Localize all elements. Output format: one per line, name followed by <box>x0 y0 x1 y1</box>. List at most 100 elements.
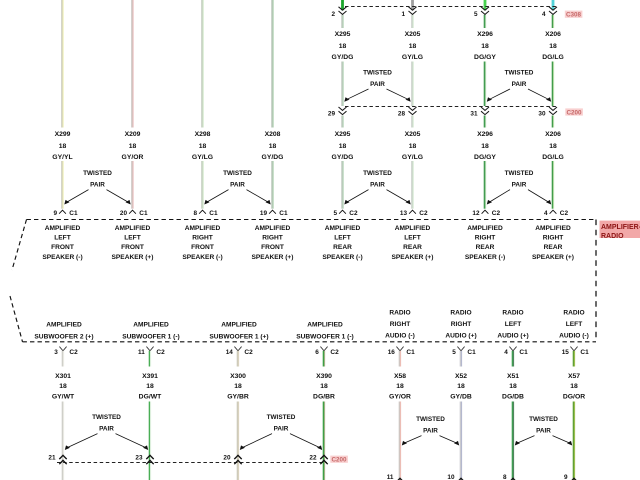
svg-text:X206: X206 <box>545 31 561 38</box>
svg-text:DG/WT: DG/WT <box>139 393 162 400</box>
svg-text:C2: C2 <box>492 210 501 217</box>
svg-text:23: 23 <box>135 454 143 461</box>
svg-text:SUBWOOFER 1 (+): SUBWOOFER 1 (+) <box>209 333 268 340</box>
svg-text:1: 1 <box>401 11 405 18</box>
svg-text:18: 18 <box>509 383 517 390</box>
svg-text:GY/OR: GY/OR <box>122 154 144 161</box>
svg-text:TWISTED: TWISTED <box>223 170 252 177</box>
svg-text:C2: C2 <box>349 210 358 217</box>
svg-text:X296: X296 <box>477 131 493 138</box>
svg-text:31: 31 <box>470 110 478 117</box>
svg-text:18: 18 <box>269 143 277 150</box>
svg-text:X299: X299 <box>55 131 71 138</box>
svg-text:SUBWOOFER 2 (+): SUBWOOFER 2 (+) <box>34 333 93 340</box>
svg-text:PAIR: PAIR <box>230 182 245 189</box>
svg-text:15: 15 <box>562 349 570 356</box>
svg-text:18: 18 <box>481 143 489 150</box>
svg-text:LEFT: LEFT <box>566 321 582 328</box>
svg-text:SPEAKER (+): SPEAKER (+) <box>392 254 434 261</box>
svg-text:DG/GY: DG/GY <box>474 154 496 161</box>
svg-text:DG/BR: DG/BR <box>313 393 335 400</box>
svg-text:DG/LG: DG/LG <box>542 154 564 161</box>
svg-text:5: 5 <box>452 349 456 356</box>
svg-text:5: 5 <box>333 210 337 217</box>
svg-text:28: 28 <box>398 110 406 117</box>
svg-text:18: 18 <box>481 43 489 50</box>
svg-text:18: 18 <box>129 143 137 150</box>
svg-text:TWISTED: TWISTED <box>363 170 392 177</box>
svg-text:AMPLIFIED: AMPLIFIED <box>395 225 431 232</box>
svg-text:GY/LG: GY/LG <box>192 154 213 161</box>
svg-text:REAR: REAR <box>544 244 563 251</box>
svg-text:8: 8 <box>193 210 197 217</box>
svg-text:X296: X296 <box>477 31 493 38</box>
svg-text:RIGHT: RIGHT <box>192 235 213 242</box>
svg-text:PAIR: PAIR <box>512 182 527 189</box>
svg-text:DG/DB: DG/DB <box>502 393 524 400</box>
svg-text:AMPLIFIED: AMPLIFIED <box>133 321 169 328</box>
svg-text:AMPLIFIED: AMPLIFIED <box>307 321 343 328</box>
svg-text:18: 18 <box>570 383 578 390</box>
svg-text:C1: C1 <box>279 210 288 217</box>
svg-text:SPEAKER (-): SPEAKER (-) <box>42 254 82 261</box>
svg-text:RADIO: RADIO <box>563 310 584 317</box>
svg-text:X51: X51 <box>507 373 519 380</box>
svg-text:X209: X209 <box>125 131 141 138</box>
svg-text:LEFT: LEFT <box>505 321 521 328</box>
svg-text:C2: C2 <box>419 210 428 217</box>
svg-text:DG/GY: DG/GY <box>474 54 496 61</box>
svg-text:30: 30 <box>538 110 546 117</box>
svg-text:FRONT: FRONT <box>191 244 214 251</box>
svg-text:AUDIO (+): AUDIO (+) <box>497 332 528 339</box>
svg-text:C2: C2 <box>330 349 339 356</box>
svg-text:X390: X390 <box>316 373 332 380</box>
svg-text:6: 6 <box>315 349 319 356</box>
svg-text:LEFT: LEFT <box>334 235 350 242</box>
svg-text:RADIO: RADIO <box>389 310 410 317</box>
svg-text:LEFT: LEFT <box>54 235 70 242</box>
svg-text:SPEAKER (-): SPEAKER (-) <box>322 254 362 261</box>
svg-text:18: 18 <box>396 383 404 390</box>
svg-text:SPEAKER (-): SPEAKER (-) <box>465 254 505 261</box>
svg-text:SUBWOOFER 1 (-): SUBWOOFER 1 (-) <box>122 333 180 340</box>
svg-text:FRONT: FRONT <box>261 244 284 251</box>
svg-text:C1: C1 <box>139 210 148 217</box>
svg-text:PAIR: PAIR <box>370 81 385 88</box>
svg-text:X205: X205 <box>405 31 421 38</box>
svg-text:TWISTED: TWISTED <box>529 416 558 423</box>
svg-text:RIGHT: RIGHT <box>451 321 472 328</box>
svg-text:PAIR: PAIR <box>370 182 385 189</box>
svg-text:X295: X295 <box>335 31 351 38</box>
svg-text:9: 9 <box>53 210 57 217</box>
svg-text:2: 2 <box>331 11 335 18</box>
svg-text:GY/LG: GY/LG <box>402 54 423 61</box>
svg-text:5: 5 <box>474 11 478 18</box>
svg-text:X300: X300 <box>230 373 246 380</box>
svg-text:X52: X52 <box>455 373 467 380</box>
svg-text:AMPLIFIER-: AMPLIFIER- <box>601 224 640 231</box>
svg-text:AUDIO (-): AUDIO (-) <box>385 332 415 339</box>
svg-text:TWISTED: TWISTED <box>83 170 112 177</box>
svg-text:AUDIO (-): AUDIO (-) <box>559 332 589 339</box>
svg-text:18: 18 <box>409 143 417 150</box>
svg-text:AMPLIFIED: AMPLIFIED <box>221 321 257 328</box>
svg-text:16: 16 <box>388 349 396 356</box>
svg-text:11: 11 <box>387 474 394 480</box>
svg-text:DG/OR: DG/OR <box>563 393 585 400</box>
svg-text:PAIR: PAIR <box>536 428 551 435</box>
svg-text:TWISTED: TWISTED <box>363 69 392 76</box>
svg-text:X205: X205 <box>405 131 421 138</box>
svg-text:14: 14 <box>226 349 234 356</box>
svg-text:FRONT: FRONT <box>51 244 74 251</box>
svg-text:20: 20 <box>223 454 231 461</box>
svg-text:GY/OR: GY/OR <box>389 393 411 400</box>
svg-text:AMPLIFIED: AMPLIFIED <box>185 225 221 232</box>
svg-text:X208: X208 <box>265 131 281 138</box>
svg-text:RIGHT: RIGHT <box>543 235 564 242</box>
svg-text:18: 18 <box>409 43 417 50</box>
svg-text:TWISTED: TWISTED <box>505 170 534 177</box>
svg-text:SUBWOOFER 1 (-): SUBWOOFER 1 (-) <box>296 333 354 340</box>
svg-text:X58: X58 <box>394 373 406 380</box>
svg-text:X301: X301 <box>55 373 71 380</box>
svg-text:X391: X391 <box>142 373 158 380</box>
